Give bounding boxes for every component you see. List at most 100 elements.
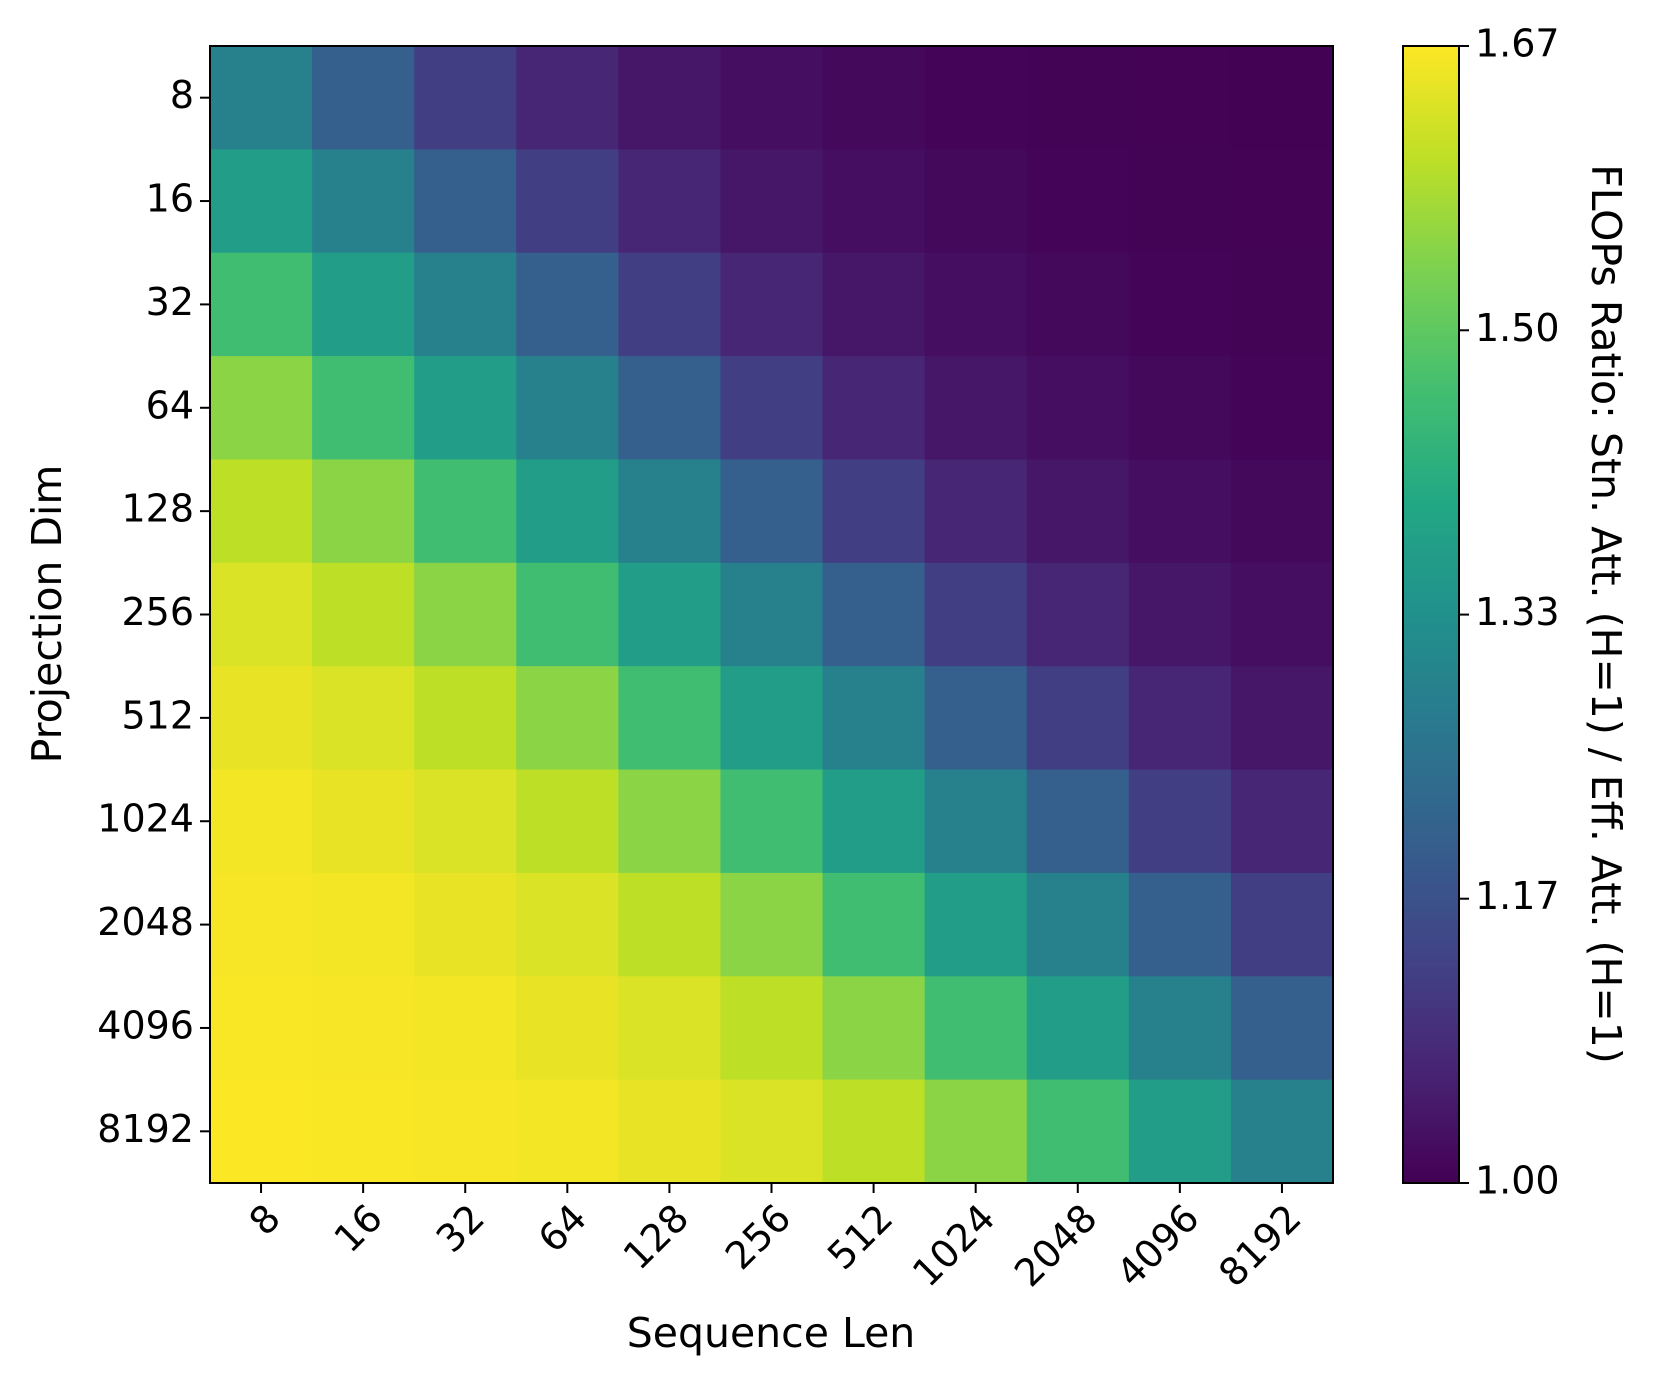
- heatmap-cell: [1026, 459, 1130, 564]
- heatmap-cell: [822, 356, 926, 460]
- heatmap-cell: [312, 149, 415, 254]
- heatmap-cell: [414, 562, 517, 667]
- x-tick-label: 8192: [1210, 1196, 1310, 1296]
- y-tick-label: 1024: [97, 797, 194, 841]
- heatmap-cell: [1128, 356, 1232, 460]
- heatmap-cell: [312, 252, 415, 357]
- x-axis-label: Sequence Len: [627, 1309, 916, 1357]
- heatmap-cell: [1230, 562, 1334, 667]
- heatmap-cell: [924, 666, 1028, 771]
- heatmap-cell: [210, 459, 313, 564]
- heatmap-cell: [924, 356, 1028, 460]
- heatmap-cell: [210, 769, 313, 874]
- heatmap-cell: [516, 459, 619, 564]
- heatmap-cell: [924, 459, 1028, 564]
- heatmap-cell: [516, 872, 619, 977]
- heatmap-cell: [924, 46, 1028, 150]
- heatmap-cell: [312, 976, 415, 1081]
- heatmap-cell: [618, 872, 721, 977]
- heatmap-cell: [1230, 769, 1334, 874]
- y-tick-label: 16: [146, 177, 194, 221]
- heatmap-cell: [414, 976, 517, 1081]
- heatmap-cell: [924, 872, 1028, 977]
- heatmap-cell: [210, 666, 313, 771]
- heatmap-cell: [414, 769, 517, 874]
- x-tick-label: 256: [717, 1196, 799, 1278]
- heatmap-cell: [1230, 1079, 1334, 1184]
- heatmap-cell: [1128, 872, 1232, 977]
- colorbar: [1402, 45, 1460, 1184]
- heatmap-cell: [516, 356, 619, 460]
- heatmap-cell: [1230, 976, 1334, 1081]
- heatmap-cell: [822, 769, 926, 874]
- y-tick-label: 8: [170, 73, 194, 117]
- heatmap-cell: [924, 976, 1028, 1081]
- x-tick-label: 4096: [1108, 1196, 1208, 1296]
- heatmap-cell: [924, 769, 1028, 874]
- heatmap-cell: [1230, 666, 1334, 771]
- heatmap-cell: [618, 1079, 721, 1184]
- heatmap-cell: [720, 252, 824, 357]
- x-tick-label: 64: [530, 1196, 595, 1261]
- colorbar-tick-label: 1.33: [1475, 590, 1560, 634]
- heatmap-cell: [414, 46, 517, 150]
- heatmap-cell: [924, 149, 1028, 254]
- heatmap-cell: [618, 252, 721, 357]
- x-tick-label: 8: [241, 1196, 289, 1244]
- heatmap-cell: [1026, 356, 1130, 460]
- heatmap-cell: [1026, 976, 1130, 1081]
- heatmap-cell: [720, 46, 824, 150]
- y-tick-label: 8192: [97, 1107, 194, 1151]
- x-tick-label: 128: [615, 1196, 697, 1278]
- x-tick-label: 16: [326, 1196, 391, 1261]
- heatmap-cell: [516, 1079, 619, 1184]
- heatmap-cell: [1026, 46, 1130, 150]
- heatmap-cell: [1230, 46, 1334, 150]
- heatmap-cell: [1128, 252, 1232, 357]
- heatmap-cell: [618, 459, 721, 564]
- heatmap-cell: [210, 562, 313, 667]
- heatmap-cell: [414, 356, 517, 460]
- heatmap-cell: [516, 769, 619, 874]
- x-tick-label: 2048: [1006, 1196, 1106, 1296]
- y-tick-label: 64: [146, 383, 194, 427]
- heatmap-cell: [312, 562, 415, 667]
- heatmap-cell: [516, 149, 619, 254]
- heatmap-cell: [822, 1079, 926, 1184]
- heatmap-cell: [822, 562, 926, 667]
- heatmap-cell: [1128, 769, 1232, 874]
- heatmap-cell: [618, 356, 721, 460]
- heatmap-cell: [210, 46, 313, 150]
- heatmap-cell: [414, 666, 517, 771]
- heatmap-cell: [312, 356, 415, 460]
- heatmap-cell: [516, 252, 619, 357]
- heatmap-cell: [1026, 252, 1130, 357]
- heatmap-cell: [1026, 562, 1130, 667]
- heatmap-cell: [1026, 666, 1130, 771]
- heatmap-cell: [720, 562, 824, 667]
- heatmap-cell: [822, 976, 926, 1081]
- heatmap-cell: [210, 356, 313, 460]
- heatmap-cell: [210, 872, 313, 977]
- heatmap-cell: [720, 976, 824, 1081]
- heatmap-cell: [210, 252, 313, 357]
- heatmap-cell: [516, 666, 619, 771]
- heatmap-cell: [822, 459, 926, 564]
- heatmap-cell: [720, 459, 824, 564]
- heatmap-cell: [1128, 562, 1232, 667]
- colorbar-tick-label: 1.50: [1475, 306, 1560, 350]
- heatmap-cell: [720, 666, 824, 771]
- heatmap-cell: [312, 459, 415, 564]
- x-tick-label: 512: [819, 1196, 901, 1278]
- heatmap-cell: [210, 976, 313, 1081]
- heatmap-cell: [1230, 459, 1334, 564]
- heatmap-cell: [1230, 149, 1334, 254]
- heatmap-cell: [516, 46, 619, 150]
- heatmap-cell: [618, 562, 721, 667]
- heatmap-cell: [1230, 252, 1334, 357]
- heatmap-cell: [1026, 769, 1130, 874]
- heatmap-cell: [924, 562, 1028, 667]
- heatmap-cell: [210, 149, 313, 254]
- heatmap-cell: [312, 872, 415, 977]
